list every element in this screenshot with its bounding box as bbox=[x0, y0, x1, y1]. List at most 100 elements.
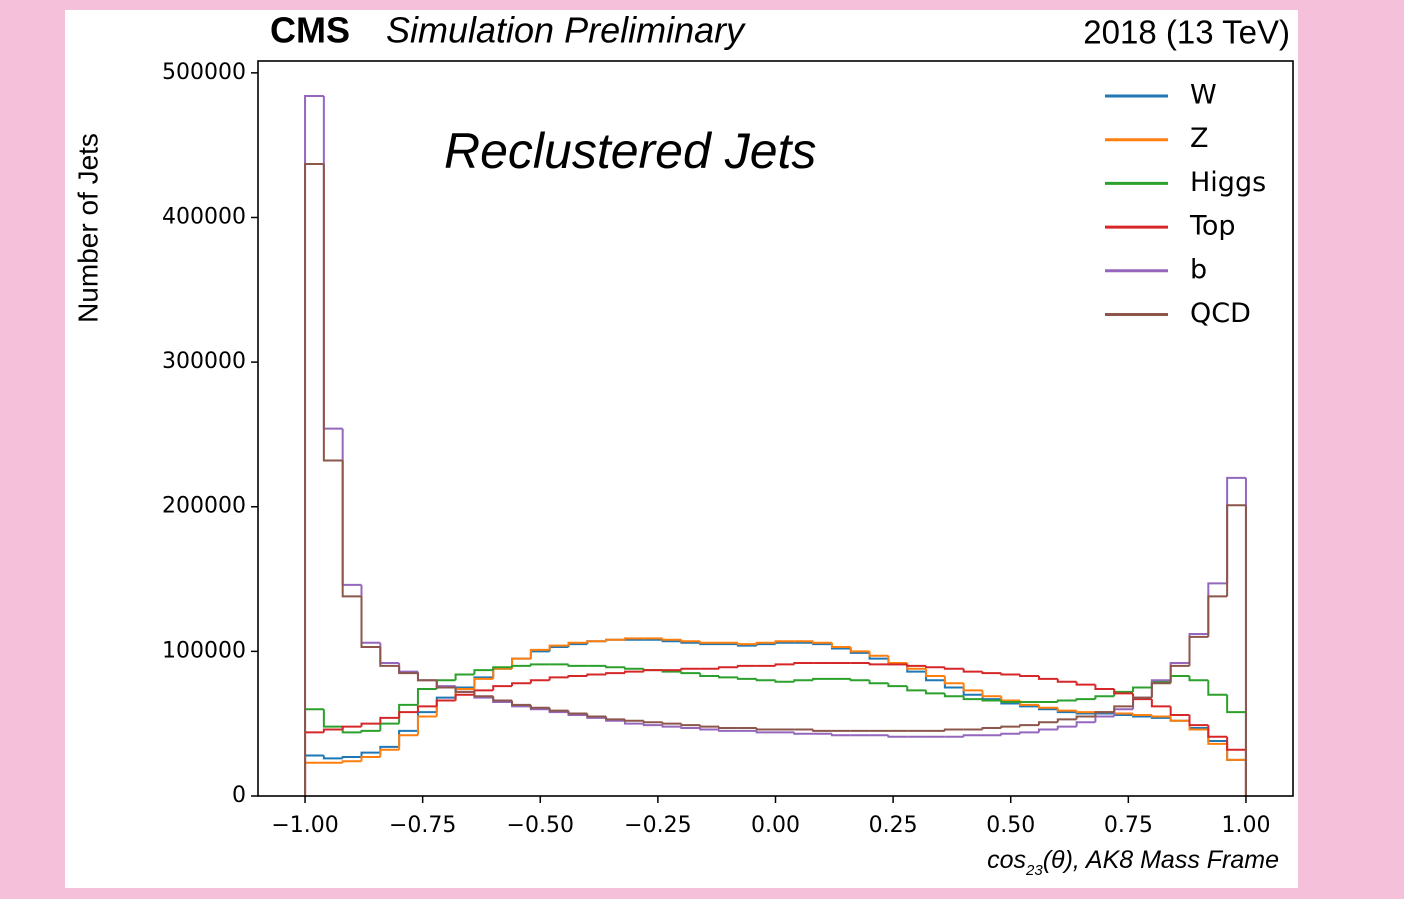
histogram-step bbox=[1132, 686, 1152, 692]
annotation: Reclustered Jets bbox=[444, 123, 816, 179]
histogram-step bbox=[1188, 635, 1209, 666]
histogram-step bbox=[699, 728, 720, 731]
histogram-step bbox=[623, 670, 644, 674]
histogram-step bbox=[925, 690, 945, 695]
histogram-step bbox=[1150, 715, 1171, 718]
x-tick-label: 0.50 bbox=[986, 813, 1035, 838]
histogram-step bbox=[830, 642, 851, 649]
histogram-step bbox=[454, 687, 475, 693]
histogram-step bbox=[1000, 732, 1021, 736]
histogram-step bbox=[793, 732, 814, 735]
histogram-step bbox=[322, 728, 343, 733]
histogram-step bbox=[492, 666, 513, 671]
histogram-step bbox=[661, 638, 682, 641]
histogram-step bbox=[1207, 680, 1228, 696]
histogram-step bbox=[379, 748, 400, 757]
histogram-step bbox=[1000, 696, 1021, 702]
histogram-step bbox=[1019, 674, 1039, 677]
histogram-step bbox=[1037, 721, 1058, 726]
histogram-step bbox=[605, 716, 625, 721]
histogram-step bbox=[962, 696, 983, 701]
panel bbox=[65, 10, 1298, 888]
histogram-step bbox=[849, 678, 870, 682]
histogram-step bbox=[1019, 724, 1039, 727]
x-label-sub: 23 bbox=[1025, 862, 1043, 879]
legend-label: Z bbox=[1190, 123, 1209, 154]
histogram-step bbox=[304, 162, 324, 796]
histogram-step bbox=[981, 690, 1002, 698]
histogram-step bbox=[699, 725, 720, 728]
histogram-step bbox=[1000, 725, 1021, 729]
histogram-step bbox=[398, 734, 418, 750]
histogram-step bbox=[548, 707, 569, 712]
histogram-step bbox=[1226, 736, 1246, 751]
histogram-step bbox=[1056, 699, 1077, 702]
histogram-step bbox=[981, 699, 1002, 702]
histogram-step bbox=[623, 667, 644, 670]
histogram-step bbox=[755, 730, 776, 734]
histogram-step bbox=[868, 680, 889, 685]
histogram-step bbox=[567, 664, 588, 667]
histogram-step bbox=[774, 640, 795, 643]
x-tick-label: −1.00 bbox=[271, 813, 338, 838]
histogram-step bbox=[925, 665, 945, 669]
histogram-step bbox=[812, 641, 832, 644]
histogram-step bbox=[548, 644, 569, 650]
histogram-step bbox=[943, 728, 964, 731]
histogram-step bbox=[1056, 725, 1077, 730]
histogram-step bbox=[680, 723, 701, 727]
histogram-step bbox=[322, 163, 343, 462]
histogram-step bbox=[586, 713, 607, 718]
histogram-step bbox=[755, 641, 776, 645]
histogram-step bbox=[416, 673, 437, 682]
histogram-step bbox=[529, 663, 550, 666]
histogram-step bbox=[322, 709, 343, 728]
histogram-step bbox=[680, 639, 701, 643]
lumi: 2018 (13 TeV) bbox=[1083, 14, 1290, 51]
histogram-step bbox=[1037, 675, 1058, 680]
histogram-step bbox=[1075, 710, 1096, 714]
histogram-step bbox=[774, 663, 795, 666]
legend-label: b bbox=[1190, 254, 1207, 285]
histogram-step bbox=[623, 719, 644, 722]
histogram-step bbox=[1094, 711, 1115, 717]
histogram-step bbox=[1037, 728, 1058, 733]
histogram-step bbox=[416, 705, 437, 713]
histogram-step bbox=[360, 729, 381, 733]
histogram-step bbox=[1037, 704, 1058, 709]
histogram-step bbox=[962, 668, 983, 673]
histogram-step bbox=[567, 674, 588, 678]
histogram-step bbox=[718, 726, 738, 730]
histogram-step bbox=[1226, 504, 1246, 597]
histogram-step bbox=[1075, 715, 1096, 720]
histogram-step bbox=[360, 596, 381, 649]
histogram-step bbox=[699, 641, 720, 644]
x-tick-label: 0.00 bbox=[751, 813, 800, 838]
histogram-step bbox=[680, 671, 701, 675]
histogram-step bbox=[1056, 718, 1077, 723]
histogram-step bbox=[736, 642, 757, 646]
histogram-step bbox=[379, 716, 400, 724]
histogram-step bbox=[511, 664, 531, 668]
histogram-step bbox=[755, 728, 776, 731]
histogram-step bbox=[1000, 700, 1021, 703]
x-tick-label: −0.25 bbox=[624, 813, 691, 838]
y-tick-label: 200000 bbox=[162, 494, 246, 519]
histogram-step bbox=[774, 680, 795, 683]
histogram-step bbox=[1094, 684, 1115, 690]
histogram-step bbox=[1207, 725, 1228, 738]
histogram-step bbox=[642, 723, 663, 727]
y-tick-label: 300000 bbox=[162, 349, 246, 374]
histogram-step bbox=[567, 641, 588, 646]
histogram-step bbox=[416, 715, 437, 736]
histogram-step bbox=[1056, 678, 1077, 683]
histogram-step bbox=[1207, 595, 1228, 637]
x-tick-label: 0.75 bbox=[1104, 813, 1153, 838]
histogram-step bbox=[1169, 706, 1190, 717]
histogram-step bbox=[492, 685, 513, 691]
histogram-step bbox=[642, 669, 663, 672]
histogram-step bbox=[1150, 682, 1171, 698]
histogram-step bbox=[906, 664, 927, 667]
y-tick-label: 100000 bbox=[162, 638, 246, 663]
label: Simulation Preliminary bbox=[386, 10, 746, 51]
